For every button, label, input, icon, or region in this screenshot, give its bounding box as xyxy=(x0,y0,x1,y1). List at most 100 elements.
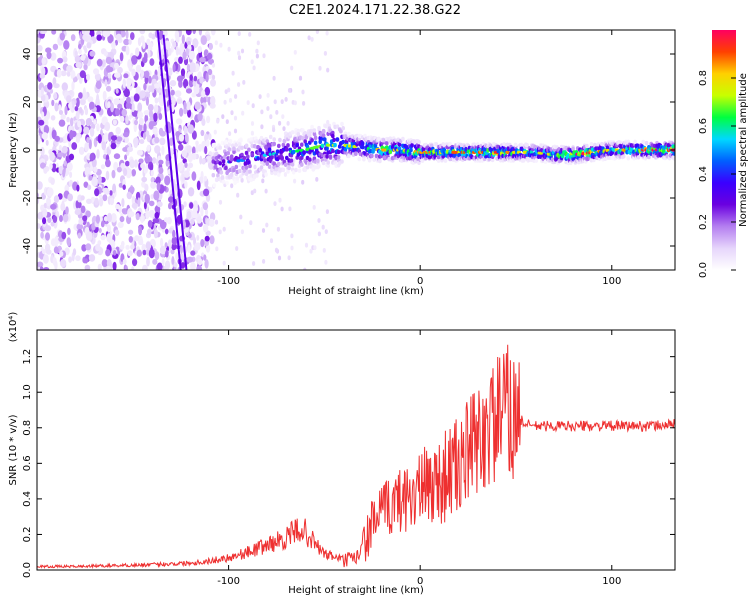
spectrogram-cell xyxy=(125,244,130,250)
spectrogram-cell xyxy=(296,128,301,134)
spectrogram-cell xyxy=(113,98,120,106)
spectrogram-cell xyxy=(301,89,305,95)
spectrogram-cell xyxy=(43,124,50,134)
spectrogram-cell xyxy=(357,156,362,162)
spectrogram-cell xyxy=(57,152,63,158)
spectrogram-cell xyxy=(317,231,321,237)
spectrogram-cell xyxy=(119,98,125,105)
spectrogram-cell xyxy=(181,173,185,182)
spectrogram-cell xyxy=(37,37,41,44)
spectrogram-cell xyxy=(37,181,43,190)
spectrogram-cell xyxy=(195,143,199,153)
spectrogram-cell xyxy=(294,167,298,173)
spectrogram-cell xyxy=(175,252,179,261)
spectrogram-cell xyxy=(272,127,276,133)
spectrogram-cell xyxy=(54,135,60,142)
spectrogram-cell xyxy=(313,245,317,251)
spectrogram-cell xyxy=(448,141,452,147)
spectrogram-cell xyxy=(134,119,138,126)
spectrogram-cell xyxy=(219,170,224,175)
spectrogram-cell xyxy=(123,131,130,138)
spectrogram-cell xyxy=(317,163,321,169)
spectrogram-cell xyxy=(82,34,88,41)
spectrogram-cell xyxy=(214,151,219,156)
spectrogram-cell xyxy=(51,30,57,35)
spectrogram-cell xyxy=(326,160,331,165)
spectrogram-cell xyxy=(186,101,191,111)
spectrogram-cell xyxy=(107,66,114,73)
spectrogram-cell xyxy=(78,48,82,55)
spectrogram-cell xyxy=(136,149,144,156)
spectrogram-cell xyxy=(143,110,150,116)
spectrogram-cell xyxy=(138,225,143,236)
spectrogram-cell xyxy=(233,115,238,121)
spectrogram-cell xyxy=(89,153,95,162)
spectrogram-cell xyxy=(128,211,135,218)
spectrogram-cell xyxy=(246,154,250,159)
spectrogram-cell xyxy=(211,30,216,36)
spectrogram-cell xyxy=(72,248,77,256)
spectrogram-cell xyxy=(196,234,200,241)
spectrogram-cell xyxy=(114,72,121,78)
spectrogram-cell xyxy=(135,64,142,73)
spectrogram-cell xyxy=(112,261,117,270)
spectrogram-cell xyxy=(385,141,389,146)
spectrogram-cell xyxy=(45,249,52,255)
spectrogram-cell xyxy=(290,233,294,239)
spectrogram-cell xyxy=(105,249,111,257)
spectrogram-cell xyxy=(244,165,249,170)
spectrogram-cell xyxy=(204,86,211,96)
spectrogram-cell xyxy=(154,211,160,219)
spectrogram-cell xyxy=(188,162,194,169)
spectrogram-cell xyxy=(177,162,184,172)
spectrogram-cell xyxy=(633,139,637,144)
spectrogram-cell xyxy=(111,169,116,179)
spectrogram-cell xyxy=(125,169,132,179)
spectrogram-cell xyxy=(149,58,155,66)
spectrogram-cell xyxy=(354,151,358,156)
spectrogram-cell xyxy=(40,30,47,34)
spectrogram-cell xyxy=(119,52,124,62)
spectrogram-cell xyxy=(240,48,245,54)
spectrogram-cell xyxy=(282,138,287,144)
spectrogram-cell xyxy=(397,142,402,147)
spectrogram-cell xyxy=(124,136,129,143)
spectrogram-cell xyxy=(228,139,233,144)
spectrogram-cell xyxy=(105,170,110,181)
figure-title: C2E1.2024.171.22.38.G22 xyxy=(289,3,461,18)
spectrogram-cell xyxy=(322,248,326,253)
spectrogram-cell xyxy=(208,133,212,141)
spectrogram-cell xyxy=(186,63,191,72)
spectrogram-cell xyxy=(192,30,196,35)
spectrogram-cell xyxy=(67,193,73,202)
spectrogram-cell xyxy=(103,189,110,195)
spectrogram-cell xyxy=(80,195,85,201)
spectrogram-cell xyxy=(246,100,250,105)
spectrogram-cell xyxy=(256,40,260,46)
spectrogram-cell xyxy=(172,63,176,73)
spectrogram-cell xyxy=(203,254,207,261)
spectrogram-cell xyxy=(106,224,111,233)
spectrogram-cell xyxy=(66,95,72,104)
spectrogram-cell xyxy=(300,162,304,167)
spectrogram-cell xyxy=(66,71,71,77)
spectrogram-cell xyxy=(64,184,70,193)
spectrogram-cell xyxy=(229,172,234,177)
spectrogram-cell xyxy=(154,251,160,260)
spectrogram-cell xyxy=(148,42,153,48)
spectrogram-cell xyxy=(155,176,161,185)
spectrogram-cell xyxy=(119,216,125,223)
spectrogram-cell xyxy=(190,261,196,270)
spectrogram-cell xyxy=(150,169,154,177)
spectrogram-cell xyxy=(127,146,133,153)
spectrogram-cell xyxy=(296,132,301,137)
spectrogram-cell xyxy=(103,75,109,84)
spectrogram-cell xyxy=(291,149,296,155)
spectrogram-cell xyxy=(37,45,43,52)
spectrogram-cell xyxy=(303,267,307,270)
spectrogram-cell xyxy=(159,137,166,146)
spectrogram-cell xyxy=(146,144,151,152)
spectrogram-streak xyxy=(156,30,182,270)
spectrogram-cell xyxy=(218,229,222,235)
spectrogram-cell xyxy=(147,228,152,236)
